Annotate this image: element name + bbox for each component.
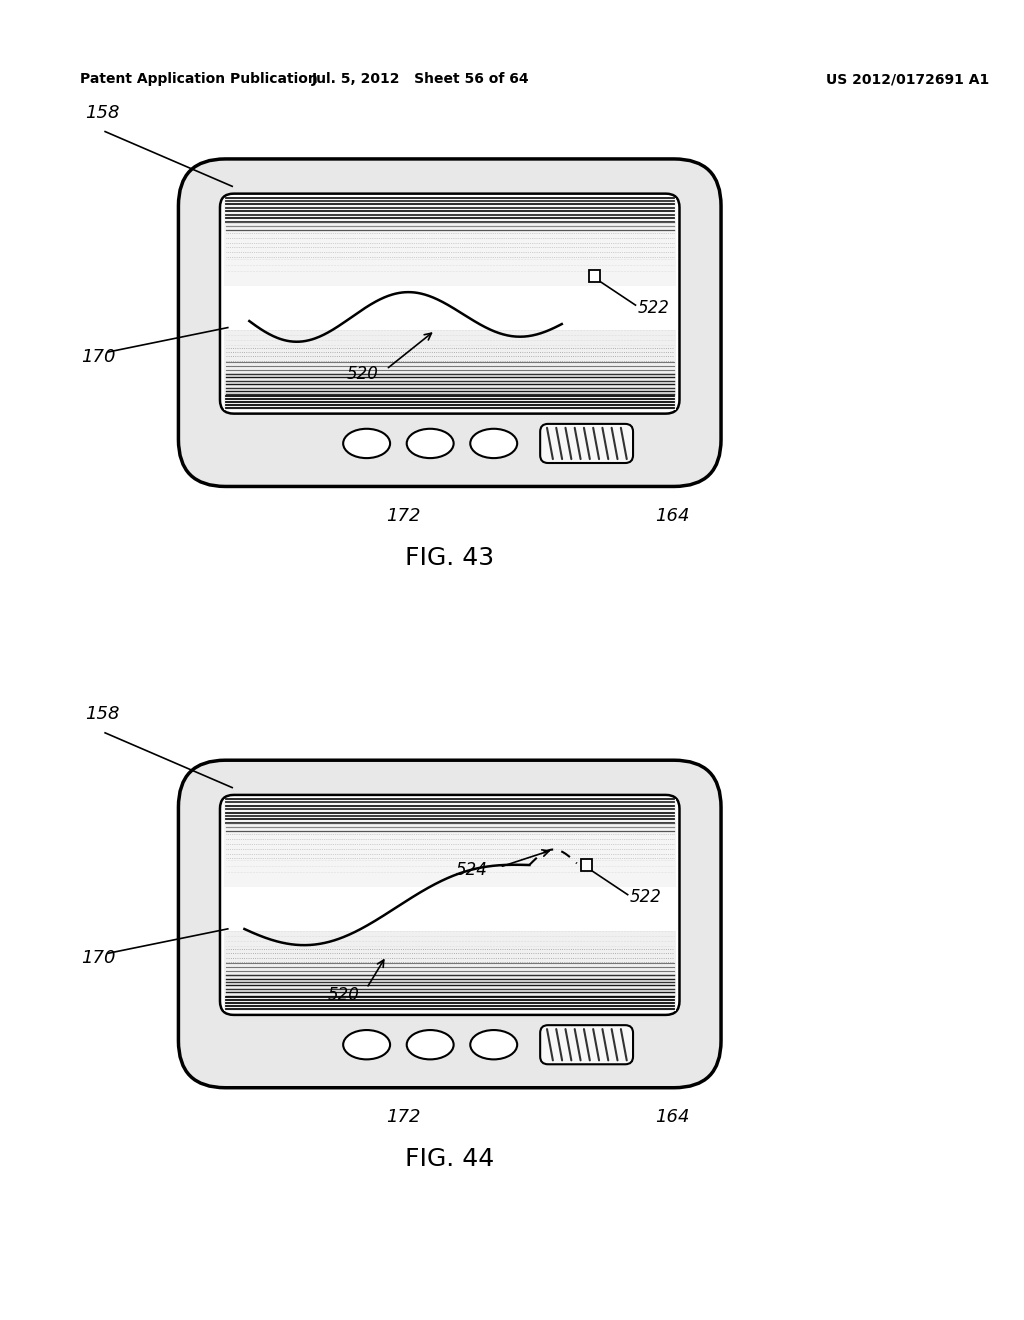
Text: 170: 170 [81,347,115,366]
Ellipse shape [407,429,454,458]
Text: 164: 164 [655,507,689,524]
Bar [224,330,676,409]
Text: FIG. 44: FIG. 44 [406,1147,495,1171]
Text: Patent Application Publication: Patent Application Publication [80,73,317,86]
Text: Jul. 5, 2012   Sheet 56 of 64: Jul. 5, 2012 Sheet 56 of 64 [311,73,529,86]
Ellipse shape [470,1030,517,1060]
FancyBboxPatch shape [178,158,721,487]
Ellipse shape [407,1030,454,1060]
Text: 172: 172 [386,507,421,524]
Text: US 2012/0172691 A1: US 2012/0172691 A1 [826,73,989,86]
Text: 522: 522 [638,298,670,317]
Text: FIG. 43: FIG. 43 [406,545,495,570]
Ellipse shape [343,429,390,458]
Text: 158: 158 [86,705,120,723]
Text: 172: 172 [386,1107,421,1126]
Ellipse shape [343,1030,390,1060]
Text: 170: 170 [81,949,115,968]
FancyBboxPatch shape [220,194,680,413]
Text: 158: 158 [86,104,120,121]
FancyBboxPatch shape [220,795,680,1015]
Bar [589,269,600,281]
Bar [581,859,593,871]
Text: 164: 164 [655,1107,689,1126]
FancyBboxPatch shape [178,760,721,1088]
Bar [224,932,676,1011]
Text: 520: 520 [347,366,379,383]
Bar [224,799,676,887]
FancyBboxPatch shape [541,1026,633,1064]
FancyBboxPatch shape [541,424,633,463]
Text: 522: 522 [630,888,662,907]
Text: 520: 520 [328,986,359,1005]
Ellipse shape [470,429,517,458]
Bar [224,198,676,285]
Text: 524: 524 [456,861,487,879]
